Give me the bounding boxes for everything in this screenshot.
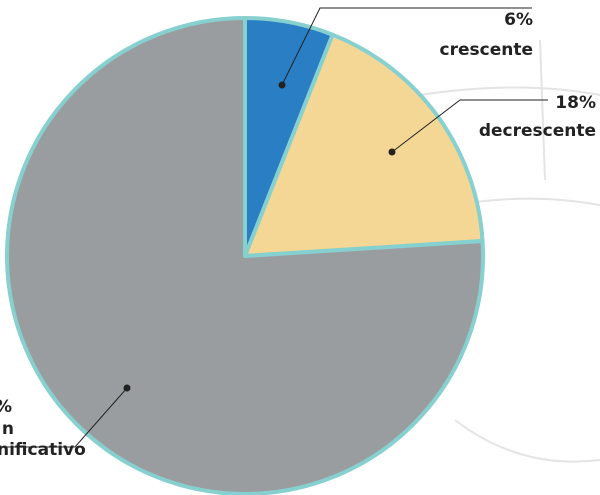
chart: 6% crescente 18% decrescente 76% nnificativo: [0, 0, 600, 495]
category-label: crescente: [440, 40, 533, 60]
value-label: 6%: [504, 10, 533, 30]
value-label: 76%: [0, 397, 12, 417]
category-label: decrescente: [479, 121, 596, 141]
value-label: 18%: [555, 93, 596, 113]
category-label: nificativo: [0, 440, 86, 460]
category-label: n: [2, 419, 14, 439]
